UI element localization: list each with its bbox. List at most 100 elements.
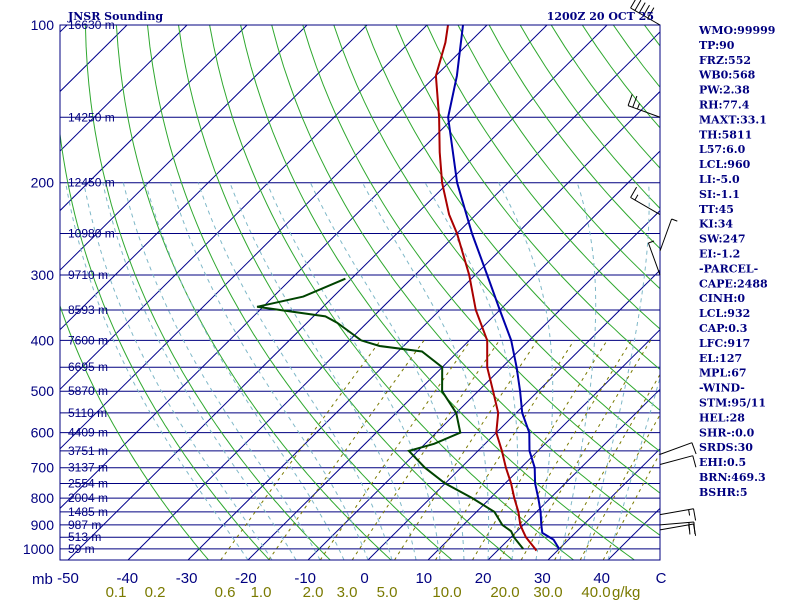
temperature-axis: -50 -40 -30 -20 -10 0 10 20 30 40 C — [57, 570, 666, 587]
index-item: SW:247 — [699, 233, 746, 246]
moist-adiabat — [607, 375, 660, 560]
index-item: KI:34 — [699, 218, 733, 231]
index-item: STM:95/11 — [699, 397, 766, 410]
temperature-tick-label: C — [656, 570, 667, 587]
temperature-tick-label: -20 — [235, 570, 257, 587]
isotherm-line — [67, 25, 608, 560]
moist-adiabat — [169, 182, 369, 560]
height-label: 1485 m — [68, 505, 108, 519]
index-item: EI:-1.2 — [699, 248, 740, 261]
index-item: WB0:568 — [698, 69, 756, 82]
mixing-ratio-line — [472, 340, 608, 560]
isotherm-line — [127, 31, 660, 560]
temperature-tick-label: 10 — [415, 570, 432, 587]
index-item: WMO:99999 — [698, 24, 775, 37]
grid-lines — [60, 25, 660, 560]
mixing-ratio-tick-label: 0.6 — [215, 584, 236, 600]
dry-adiabat — [60, 130, 270, 560]
moist-adiabat — [145, 182, 345, 560]
index-item: EL:127 — [699, 352, 742, 365]
mixing-ratio-line — [554, 373, 660, 560]
index-item: CAPE:2488 — [699, 277, 768, 290]
mixing-ratio-tick-label: 0.2 — [145, 584, 166, 600]
dry-adiabat — [60, 304, 209, 560]
index-item: TP:90 — [699, 39, 735, 52]
temperature-tick-label: 0 — [360, 570, 368, 587]
pressure-tick-label: 900 — [31, 517, 55, 533]
mixing-ratio-tick-label: 3.0 — [337, 584, 358, 600]
height-label: 6695 m — [68, 360, 108, 374]
moist-adiabat — [197, 182, 393, 560]
dry-adiabat — [488, 25, 660, 250]
mixing-ratio-axis: 0.1 0.2 0.6 1.0 2.0 3.0 5.0 10.0 20.0 30.0 40.0 — [106, 584, 611, 600]
pressure-unit: mb — [32, 571, 53, 588]
indices-panel: WMO:99999 TP:90 FRZ:552 WB0:568 PW:2.38 RH:77… — [698, 24, 775, 499]
mixing-ratio-tick-label: 40.0 — [581, 584, 610, 600]
moist-adiabat — [122, 182, 321, 560]
dry-adiabat — [147, 25, 453, 560]
index-item: FRZ:552 — [699, 54, 751, 67]
dry-adiabat — [395, 25, 660, 371]
pressure-tick-label: 200 — [31, 175, 55, 191]
dry-adiabat — [209, 25, 574, 560]
temperature-tick-label: 30 — [534, 570, 551, 587]
plot-frame — [59, 24, 661, 561]
wind-barb — [659, 455, 697, 468]
mixing-ratio-line — [319, 340, 472, 560]
height-label: 9710 m — [68, 268, 108, 282]
index-item: PW:2.38 — [699, 84, 750, 97]
moist-adiabat — [83, 182, 273, 560]
mixing-ratio-line — [579, 413, 660, 560]
index-item: BSHR:5 — [699, 486, 748, 499]
index-item: -PARCEL- — [699, 262, 758, 275]
temperature-tick-label: 40 — [593, 570, 610, 587]
wind-barb — [659, 508, 697, 521]
mixing-ratio-line — [351, 340, 500, 560]
mixing-ratio-tick-label: 10.0 — [432, 584, 461, 600]
wind-barb — [627, 94, 661, 118]
temperature-tick-label: 20 — [475, 570, 492, 587]
index-item: SI:-1.1 — [699, 188, 740, 201]
mixing-ratio-tick-label: 2.0 — [303, 584, 324, 600]
height-label: 513 m — [68, 530, 101, 544]
height-label: 7600 m — [68, 333, 108, 347]
isotherm-line — [60, 25, 488, 450]
index-item: SHR-:0.0 — [699, 426, 755, 439]
height-label: 2004 m — [68, 491, 108, 505]
moist-adiabat — [362, 182, 490, 560]
isotherm-line — [60, 25, 368, 331]
isotherm-line — [367, 269, 660, 560]
wind-barb — [659, 523, 697, 536]
height-label: 12450 m — [68, 176, 115, 190]
dry-adiabat — [426, 25, 660, 330]
dry-adiabat — [302, 25, 660, 494]
index-item: LCL:960 — [699, 158, 751, 171]
index-item: -WIND- — [699, 382, 745, 395]
height-label: 8593 m — [68, 303, 108, 317]
mixing-ratio-line — [435, 340, 575, 560]
pressure-tick-label: 300 — [31, 267, 55, 283]
height-label: 3751 m — [68, 444, 108, 458]
moist-adiabat — [102, 182, 297, 560]
moist-adiabat — [424, 182, 519, 560]
index-item: RH:77.4 — [699, 99, 750, 112]
mixing-ratio-tick-label: 5.0 — [377, 584, 398, 600]
wind-barb — [659, 218, 678, 252]
mixing-ratio-tick-label: 30.0 — [533, 584, 562, 600]
index-item: BRN:469.3 — [699, 471, 766, 484]
mixing-ratio-tick-label: 0.1 — [106, 584, 127, 600]
index-item: TH:5811 — [699, 128, 752, 141]
mixing-ratio-line — [394, 340, 538, 560]
isotherm-line — [60, 25, 188, 152]
index-item: LCL:932 — [699, 307, 750, 320]
wind-barb — [630, 186, 661, 215]
dewpoint-trace — [256, 277, 524, 550]
dry-adiabat — [333, 25, 660, 453]
index-item: MAXT:33.1 — [699, 113, 767, 126]
mixing-ratio-unit: g/kg — [612, 584, 640, 600]
temperature-tick-label: -30 — [176, 570, 198, 587]
temperature-tick-label: -40 — [116, 570, 138, 587]
dry-adiabat — [271, 25, 660, 536]
height-label: 2554 m — [68, 476, 108, 490]
